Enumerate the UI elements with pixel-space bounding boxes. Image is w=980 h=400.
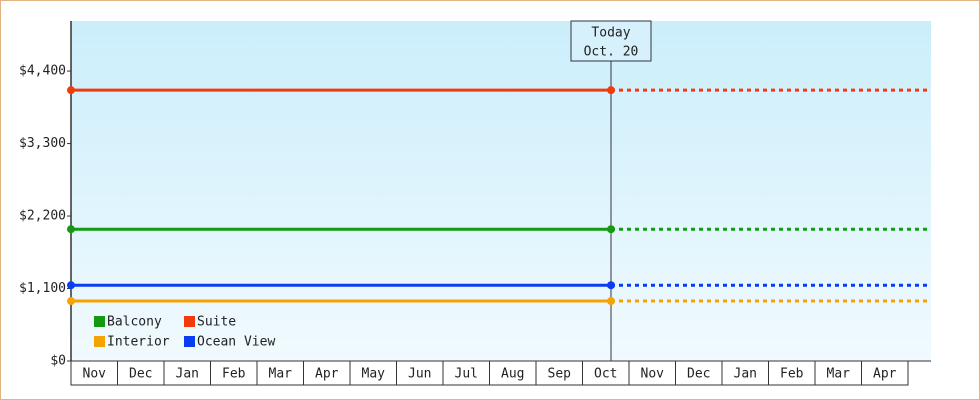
x-tick-label: Jan xyxy=(734,367,757,382)
x-tick-label: Sep xyxy=(548,367,572,382)
legend-swatch xyxy=(184,316,195,327)
point xyxy=(607,297,615,306)
x-tick-box xyxy=(768,360,816,386)
today-box xyxy=(570,20,652,62)
y-tick-label: $0 xyxy=(50,354,66,369)
legend-swatch xyxy=(184,336,195,347)
legend-label: Ocean View xyxy=(197,335,275,350)
legend-label: Suite xyxy=(197,315,236,330)
point xyxy=(67,225,75,234)
point xyxy=(607,86,615,95)
point xyxy=(67,281,75,290)
x-tick-label: Oct xyxy=(594,367,617,382)
x-tick-label: Apr xyxy=(315,367,339,382)
x-tick-label: May xyxy=(362,367,386,382)
x-tick-label: Feb xyxy=(780,367,804,382)
x-tick-label: Feb xyxy=(222,367,246,382)
x-tick-label: Jun xyxy=(408,367,431,382)
x-tick-box xyxy=(628,360,676,386)
legend-swatch xyxy=(94,336,105,347)
x-tick-box xyxy=(442,360,490,386)
x-tick-label: Jul xyxy=(455,367,478,382)
legend-swatch xyxy=(94,316,105,327)
point xyxy=(607,225,615,234)
y-tick-label: $2,200 xyxy=(19,209,66,224)
y-tick-label: $1,100 xyxy=(19,281,66,296)
y-tick-label: $3,300 xyxy=(19,136,66,151)
x-tick-label: Nov xyxy=(83,367,107,382)
point xyxy=(67,86,75,95)
x-tick-box xyxy=(861,360,909,386)
x-tick-box xyxy=(721,360,769,386)
x-tick-label: Apr xyxy=(873,367,897,382)
y-tick-label: $4,400 xyxy=(19,64,66,79)
point xyxy=(607,281,615,290)
x-tick-label: Aug xyxy=(501,367,524,382)
today-date: Oct. 20 xyxy=(584,45,639,60)
x-tick-label: Dec xyxy=(687,367,710,382)
x-tick-label: Dec xyxy=(129,367,152,382)
plot-area xyxy=(71,21,931,361)
legend-label: Balcony xyxy=(107,315,162,330)
x-tick-label: Jan xyxy=(176,367,199,382)
point xyxy=(67,297,75,306)
x-tick-label: Nov xyxy=(641,367,665,382)
today-label: Today xyxy=(591,26,630,41)
legend-label: Interior xyxy=(107,335,170,350)
x-tick-label: Mar xyxy=(827,367,851,382)
x-tick-label: Mar xyxy=(269,367,293,382)
